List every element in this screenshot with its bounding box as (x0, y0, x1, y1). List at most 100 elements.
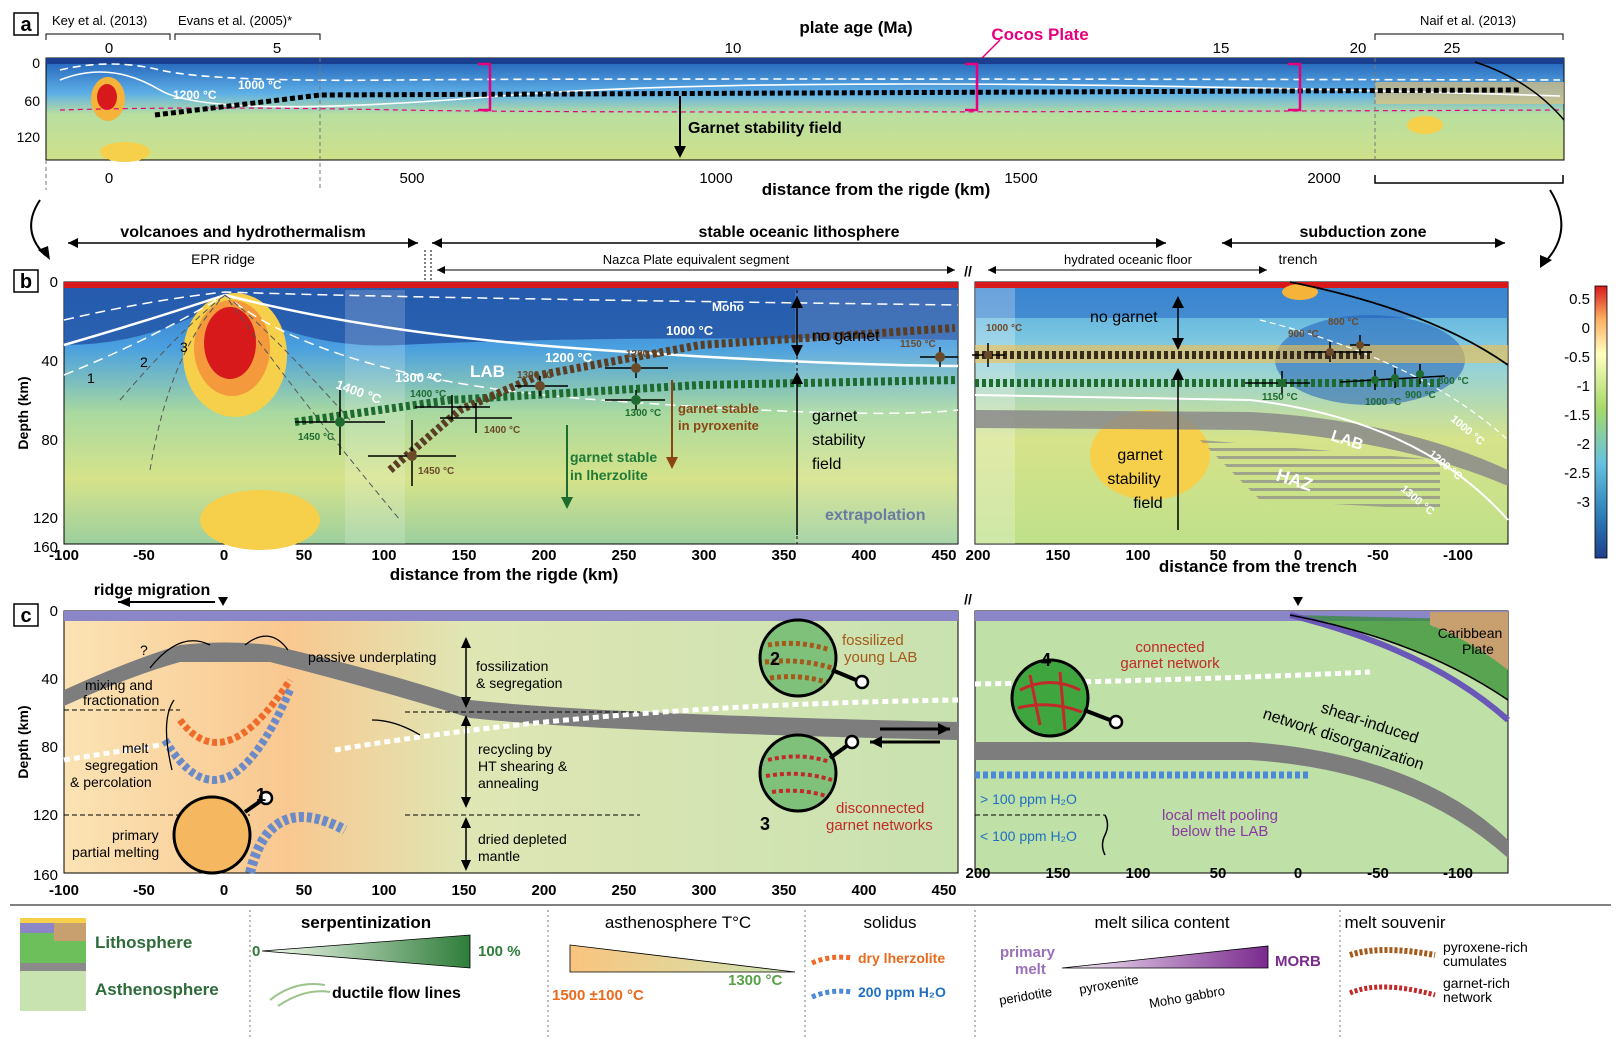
ref-evans: Evans et al. (2005)* (178, 13, 292, 28)
y-title-b: Depth (km) (15, 376, 31, 449)
legend-primary-2: melt (1015, 961, 1046, 978)
panel-b: volcanoes and hydrothermalism stable oce… (13, 224, 1608, 584)
cbar-tick: -1.5 (1564, 407, 1590, 424)
pt-1150-b: 1150 °C (900, 339, 936, 350)
dried-2: mantle (478, 848, 520, 864)
garnet-lherz-2: in lherzolite (570, 467, 648, 483)
legend-pyx-2: cumulates (1443, 953, 1507, 969)
y-tick-c: 120 (33, 807, 58, 824)
pt-1450-g: 1450 °C (298, 432, 334, 443)
x-title-b-right: distance from the trench (1159, 557, 1357, 576)
ref-key: Key et al. (2013) (52, 13, 147, 28)
pt-r-900: 900 °C (1288, 329, 1319, 340)
x-tick-c: -50 (133, 882, 155, 899)
recycling-3: annealing (478, 775, 539, 791)
x-tick-br: -50 (1367, 547, 1389, 564)
legend-serp-min: 0 (252, 943, 260, 960)
garnet-stab-left-3: field (812, 456, 841, 473)
dist-tick-a: 1000 (699, 170, 732, 187)
pt-1400-g: 1400 °C (410, 389, 446, 400)
age-tick: 25 (1444, 40, 1461, 57)
garnet-stab-left-2: stability (812, 432, 865, 449)
silica-wedge (1061, 945, 1269, 969)
pt-1300-b: 1300 °C (517, 370, 553, 381)
garnet-stability-a: Garnet stability field (688, 120, 842, 137)
fossil-lab-1: fossilized (842, 632, 904, 649)
h2o-hi: > 100 ppm H₂O (980, 791, 1077, 807)
ref-naif: Naif et al. (2013) (1420, 13, 1516, 28)
fossil-seg-1: fossilization (476, 658, 548, 674)
x-tick-b: 0 (220, 547, 228, 564)
x-title-a: distance from the rigde (km) (762, 180, 991, 199)
garnet-stab-right-1: garnet (1117, 447, 1163, 464)
pt-r-1000: 1000 °C (986, 323, 1022, 334)
num-4: 4 (1041, 650, 1051, 670)
colorbar (1594, 285, 1608, 559)
pt-r-800g: 800 °C (1438, 376, 1469, 387)
fossil-seg-2: & segregation (476, 675, 562, 691)
x-tick-br: 100 (1125, 547, 1150, 564)
legend-morb: MORB (1275, 953, 1321, 970)
num-1: 1 (256, 785, 266, 805)
y-tick-c: 0 (50, 603, 58, 620)
x-tick-b: 300 (691, 547, 716, 564)
y-tick-b: 0 (50, 274, 58, 291)
x-tick-cr: 50 (1210, 865, 1227, 882)
panel-a-label-box (13, 12, 39, 36)
temp-wedge (569, 944, 796, 973)
panel-c-label: c (20, 605, 31, 627)
age-tick: 0 (105, 40, 113, 57)
x-tick-br: 0 (1294, 547, 1302, 564)
hydrated-floor: hydrated oceanic floor (1064, 252, 1193, 267)
x-tick-c: 400 (851, 882, 876, 899)
x-tick-c: 150 (451, 882, 476, 899)
x-tick-b: 200 (531, 547, 556, 564)
section-num: 3 (180, 339, 188, 355)
legend-gt-2: network (1443, 989, 1493, 1005)
y-tick-c: 80 (41, 739, 58, 756)
depth-tick-a: 120 (17, 129, 41, 145)
passive-underplating: passive underplating (308, 649, 436, 665)
legend-pyroxenite: pyroxenite (1078, 972, 1140, 997)
header-subduction: subduction zone (1299, 224, 1426, 241)
x-tick-cr: -100 (1443, 865, 1473, 882)
legend: Lithosphere Asthenosphere serpentinizati… (10, 904, 1611, 1040)
x-tick-cr: 150 (1045, 865, 1070, 882)
legend-flow: ductile flow lines (332, 985, 461, 1002)
garnet-pyrox-2: in pyroxenite (678, 418, 759, 433)
fossil-lab-2: young LAB (844, 649, 917, 666)
cbar-tick: 0 (1582, 320, 1590, 337)
pt-r-800: 800 °C (1328, 317, 1359, 328)
epr-ridge: EPR ridge (191, 251, 255, 267)
y-tick-b: 40 (41, 353, 58, 370)
x-tick-b: -100 (49, 547, 79, 564)
extrapolation-label: extrapolation (825, 507, 925, 524)
cocos-plate-label: Cocos Plate (991, 25, 1088, 44)
legend-temp-min: 1500 ±100 °C (552, 987, 644, 1004)
age-tick: 10 (725, 40, 742, 57)
garnet-stab-left-1: garnet (812, 408, 858, 425)
question-mark: ? (140, 642, 148, 658)
x-tick-c: 50 (296, 882, 313, 899)
legend-lithosphere: Lithosphere (95, 933, 192, 952)
cbar-tick: -2.5 (1564, 465, 1590, 482)
caribbean-1: Caribbean (1438, 625, 1503, 641)
depth-tick-a: 60 (24, 93, 40, 109)
y-tick-b: 80 (41, 432, 58, 449)
pt-1450-b: 1450 °C (418, 466, 454, 477)
legend-gt-1: garnet-rich (1443, 975, 1510, 991)
isotherm-1200-b: 1200 °C (545, 350, 593, 365)
legend-primary-1: primary (1000, 944, 1056, 961)
x-tick-b: 250 (611, 547, 636, 564)
legend-solidus-title: solidus (864, 913, 917, 932)
x-tick-b: 400 (851, 547, 876, 564)
panel-a-label: a (20, 14, 32, 36)
mixing-2: fractionation (83, 692, 159, 708)
isotherm-1200-a: 1200 °C (173, 88, 217, 102)
x-tick-br: 50 (1210, 547, 1227, 564)
x-tick-c: 0 (220, 882, 228, 899)
legend-souvenir-title: melt souvenir (1344, 913, 1445, 932)
recycling-2: HT shearing & (478, 758, 568, 774)
panel-b-label: b (20, 271, 32, 293)
y-tick-c: 40 (41, 671, 58, 688)
